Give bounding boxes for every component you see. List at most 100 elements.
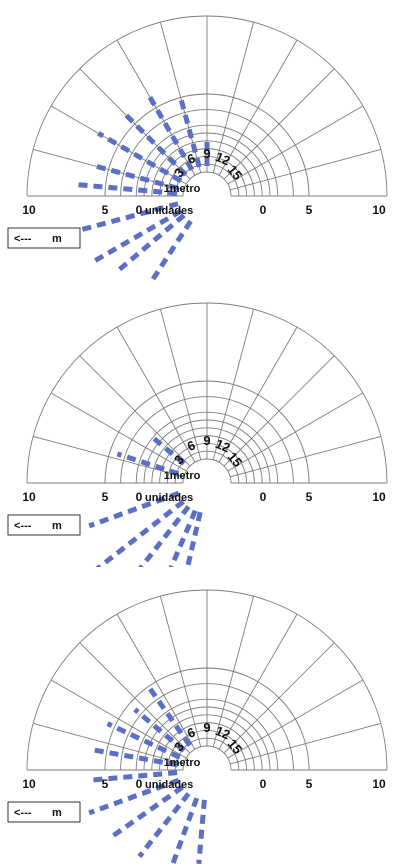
legend-box xyxy=(7,801,81,823)
radial-spoke xyxy=(33,722,184,765)
tick-label: 5 xyxy=(306,490,313,504)
tick-label: 0 xyxy=(136,203,143,217)
tick-label: 0 xyxy=(136,777,143,791)
direction-label: 3 xyxy=(171,452,187,467)
direction-label: 12 xyxy=(213,149,232,168)
direction-label: 9 xyxy=(203,146,210,161)
inner-arc xyxy=(182,171,232,197)
bar xyxy=(146,685,192,747)
legend-label: m xyxy=(52,520,62,532)
bar xyxy=(106,721,181,760)
polar-grid xyxy=(26,302,388,484)
radial-spoke xyxy=(33,435,184,478)
tick-label: 0 xyxy=(136,490,143,504)
radial-spoke xyxy=(116,613,196,750)
bar xyxy=(74,181,178,196)
direction-label: 9 xyxy=(203,433,210,448)
radial-spoke xyxy=(212,309,255,460)
radial-spoke xyxy=(223,355,335,467)
chart-panel-3: 3 6 9 12 15 1metro 10 5 0 0 5 10 unidades <--- m xyxy=(0,574,394,864)
legend-arrow: <--- xyxy=(14,807,32,819)
radial-spoke xyxy=(218,326,298,463)
tick-label: 5 xyxy=(306,777,313,791)
direction-label: 9 xyxy=(203,720,210,735)
unit-label: unidades xyxy=(145,205,193,217)
chart-panel-1: 3 6 9 12 15 1metro 10 5 0 0 5 10 unidades <--- m xyxy=(0,0,394,280)
tick-label: 5 xyxy=(102,777,109,791)
radial-spoke xyxy=(79,355,191,467)
radial-spoke xyxy=(230,148,381,191)
meter-label: 1metro xyxy=(164,470,201,482)
inner-arc xyxy=(182,745,232,771)
radial-spoke xyxy=(159,309,202,460)
bar xyxy=(88,490,180,529)
bar xyxy=(62,201,179,237)
bars-group xyxy=(62,92,210,280)
bar xyxy=(148,433,186,466)
tick-label: 0 xyxy=(260,203,267,217)
bar xyxy=(170,797,200,864)
legend-label: m xyxy=(52,233,62,245)
bar xyxy=(133,707,186,753)
unit-label: unidades xyxy=(145,779,193,791)
inner-arc xyxy=(182,458,232,484)
bar xyxy=(196,799,207,864)
tick-label: 0 xyxy=(260,490,267,504)
radial-spoke xyxy=(212,596,255,747)
bar xyxy=(109,785,184,840)
radial-spoke xyxy=(230,435,381,478)
tick-label: 10 xyxy=(22,777,36,791)
radial-spoke xyxy=(79,642,191,754)
tick-label: 5 xyxy=(102,203,109,217)
radial-spoke xyxy=(50,679,187,759)
radial-spoke xyxy=(218,39,298,176)
tick-label: 10 xyxy=(372,777,386,791)
bar xyxy=(149,219,193,280)
tick-label: 5 xyxy=(102,490,109,504)
radial-spoke xyxy=(230,722,381,765)
bar xyxy=(95,499,185,567)
legend: <--- m xyxy=(7,227,81,249)
tick-label: 5 xyxy=(306,203,313,217)
legend-box xyxy=(7,227,81,249)
bar xyxy=(138,505,191,567)
direction-label: 12 xyxy=(213,436,232,455)
bar xyxy=(97,131,183,184)
bars-group xyxy=(88,685,207,864)
radial-spoke xyxy=(227,392,364,472)
legend: <--- m xyxy=(7,801,81,823)
radial-spoke xyxy=(227,105,364,185)
bar xyxy=(88,777,180,816)
tick-label: 10 xyxy=(372,490,386,504)
polar-grid xyxy=(26,15,388,197)
legend-label: m xyxy=(52,807,62,819)
unit-label: unidades xyxy=(145,492,193,504)
radial-spoke xyxy=(116,326,196,463)
legend: <--- m xyxy=(7,514,81,536)
chart-panel-2: 3 6 9 12 15 1metro 10 5 0 0 5 10 unidades <--- m xyxy=(0,287,394,567)
radial-spoke xyxy=(212,22,255,173)
legend-box xyxy=(7,514,81,536)
tick-label: 10 xyxy=(372,203,386,217)
radial-spoke xyxy=(223,642,335,754)
radial-spoke xyxy=(218,613,298,750)
polar-grid xyxy=(26,589,388,771)
radial-spoke xyxy=(159,596,202,747)
bar xyxy=(178,96,202,168)
legend-arrow: <--- xyxy=(14,233,32,245)
tick-label: 10 xyxy=(22,203,36,217)
direction-label: 12 xyxy=(213,723,232,742)
radial-spoke xyxy=(223,68,335,180)
tick-label: 0 xyxy=(260,777,267,791)
bar xyxy=(116,451,180,477)
bar xyxy=(137,792,191,859)
meter-label: 1metro xyxy=(164,757,201,769)
bar xyxy=(90,208,183,265)
tick-label: 10 xyxy=(22,490,36,504)
radial-spoke xyxy=(50,392,187,472)
bars-group xyxy=(88,433,203,567)
meter-label: 1metro xyxy=(164,183,201,195)
